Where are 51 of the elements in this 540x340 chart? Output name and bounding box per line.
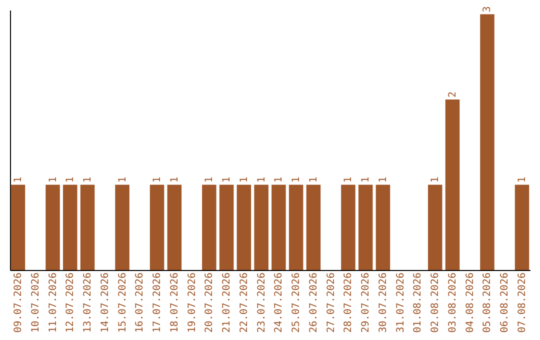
x-tick-label: 28.07.2026	[343, 272, 354, 333]
data-label: 1	[378, 176, 389, 183]
x-tick-label: 15.07.2026	[117, 272, 128, 333]
data-label: 1	[308, 176, 320, 183]
x-tick-label: 18.07.2026	[169, 272, 180, 333]
x-tick-label: 17.07.2026	[152, 272, 164, 333]
x-tick-label: 24.07.2026	[274, 272, 285, 333]
x-tick-label: 19.07.2026	[186, 272, 198, 333]
data-label: 1	[117, 176, 128, 183]
x-tick-label: 07.08.2026	[517, 272, 528, 333]
data-label: 1	[169, 176, 180, 183]
x-tick-label: 22.07.2026	[238, 272, 250, 333]
data-label: 1	[291, 176, 302, 183]
data-label: 1	[517, 176, 528, 183]
data-label: 1	[222, 176, 233, 183]
x-tick-label: 04.08.2026	[464, 272, 476, 333]
data-label: 1	[430, 176, 442, 183]
x-tick-label: 25.07.2026	[291, 272, 302, 333]
x-tick-label: 20.07.2026	[204, 272, 216, 333]
x-tick-label: 21.07.2026	[222, 272, 233, 333]
data-label: 1	[82, 176, 94, 183]
data-label: 1	[48, 176, 59, 183]
x-tick-label: 16.07.2026	[134, 272, 146, 333]
x-tick-label: 26.07.2026	[308, 272, 320, 333]
data-label: 1	[238, 176, 250, 183]
data-label: 1	[152, 176, 164, 183]
x-tick-label: 03.08.2026	[447, 272, 458, 333]
x-tick-label: 02.08.2026	[430, 272, 442, 333]
x-tick-label: 01.08.2026	[412, 272, 424, 333]
x-tick-label: 12.07.2026	[65, 272, 76, 333]
x-tick-label: 14.07.2026	[100, 272, 111, 333]
data-label: 1	[256, 176, 268, 183]
x-tick-label: 23.07.2026	[256, 272, 268, 333]
data-label: 1	[12, 176, 24, 183]
data-label: 1	[204, 176, 216, 183]
data-label: 3	[482, 6, 494, 12]
x-tick-label: 11.07.2026	[48, 272, 59, 333]
x-tick-label: 30.07.2026	[378, 272, 389, 333]
data-label: 1	[360, 176, 372, 183]
x-tick-label: 13.07.2026	[82, 272, 94, 333]
data-label: 1	[343, 176, 354, 183]
x-tick-label: 31.07.2026	[395, 272, 406, 333]
x-tick-label: 29.07.2026	[360, 272, 372, 333]
data-label: 1	[65, 176, 76, 183]
x-tick-label: 27.07.2026	[326, 272, 337, 333]
x-tick-label: 05.08.2026	[482, 272, 494, 333]
data-label: 2	[447, 91, 458, 98]
x-tick-label: 09.07.2026	[12, 272, 24, 333]
x-tick-label: 10.07.2026	[30, 272, 42, 333]
data-label: 1	[274, 176, 285, 183]
x-tick-label: 06.08.2026	[500, 272, 511, 333]
